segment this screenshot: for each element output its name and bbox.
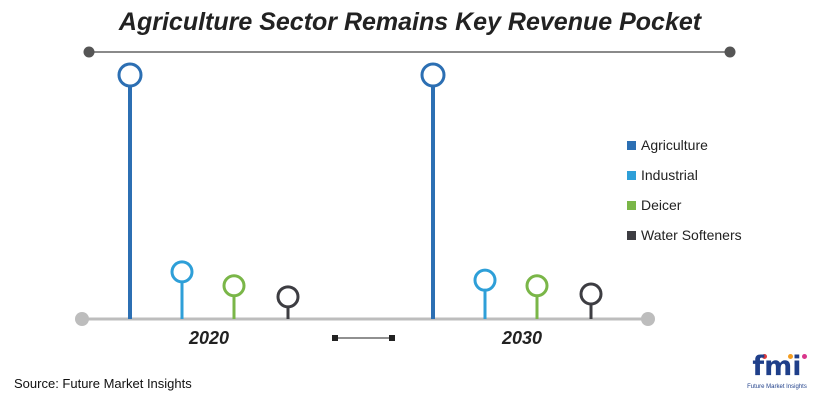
legend-label-deicer: Deicer [641, 197, 682, 213]
lollipop-head-water-softeners-2030 [579, 282, 603, 306]
title-underline [83, 46, 736, 58]
legend-item-deicer: Deicer [627, 190, 742, 220]
lollipop-head-agriculture-2030 [420, 62, 446, 88]
logo-letters: fmi [752, 351, 802, 382]
chart-marks [117, 62, 603, 319]
legend-label-agriculture: Agriculture [641, 137, 708, 153]
legend-item-water-softeners: Water Softeners [627, 220, 742, 250]
legend-swatch-deicer [627, 200, 636, 210]
logo-dot-orange [788, 354, 793, 359]
lollipop-head-deicer-2020 [222, 274, 246, 298]
lollipop-head-industrial-2020 [170, 260, 194, 284]
source-note: Source: Future Market Insights [14, 376, 192, 391]
legend-label-water-softeners: Water Softeners [641, 227, 742, 243]
lollipop-head-agriculture-2020 [117, 62, 143, 88]
legend-swatch-industrial [627, 170, 636, 180]
legend-item-industrial: Industrial [627, 160, 742, 190]
legend-swatch-agriculture [627, 140, 636, 150]
chart-title: Agriculture Sector Remains Key Revenue P… [118, 8, 702, 36]
x-axis-baseline [75, 312, 655, 326]
lollipop-head-deicer-2030 [525, 274, 549, 298]
legend-item-agriculture: Agriculture [627, 130, 742, 160]
group-labels: 2020 2030 [188, 328, 542, 348]
legend-swatch-water-softeners [627, 230, 636, 240]
fmi-logo: fmi Future Market Insights [742, 352, 812, 396]
legend: Agriculture Industrial Deicer Water Soft… [627, 130, 742, 250]
lollipop-head-industrial-2030 [473, 268, 497, 292]
lollipop-head-water-softeners-2020 [276, 285, 300, 309]
group-separator [332, 335, 395, 341]
group-label-2030: 2030 [501, 328, 542, 348]
legend-label-industrial: Industrial [641, 167, 698, 183]
group-label-2020: 2020 [188, 328, 229, 348]
logo-subtitle: Future Market Insights [747, 384, 807, 390]
logo-dot-red [762, 354, 767, 359]
logo-dot-pink [802, 354, 807, 359]
